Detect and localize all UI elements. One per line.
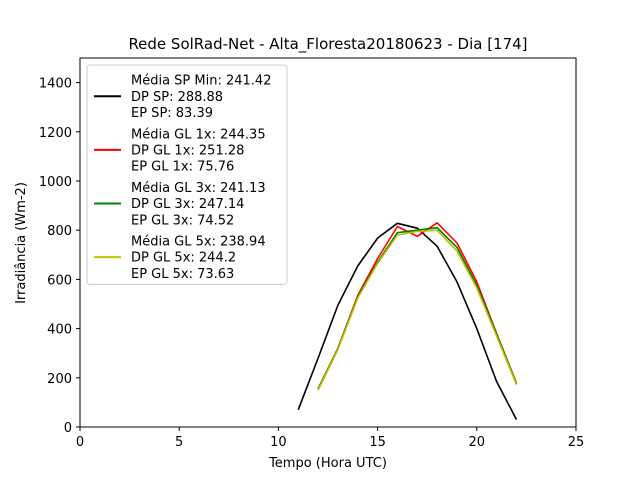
x-axis-label: Tempo (Hora UTC)	[268, 456, 387, 471]
chart-title: Rede SolRad-Net - Alta_Floresta20180623 …	[128, 35, 527, 54]
legend-entry-text: EP SP: 83.39	[131, 106, 213, 121]
legend-entry-text: DP GL 3x: 247.14	[131, 197, 244, 212]
series-line-gl-5x	[317, 229, 518, 391]
legend-entry-text: Média SP Min: 241.42	[131, 74, 271, 89]
legend-entry-text: EP GL 1x: 75.76	[131, 160, 234, 175]
y-tick-label: 1400	[39, 77, 72, 92]
legend-entry-text: Média GL 1x: 244.35	[131, 127, 266, 142]
y-tick-label: 200	[47, 372, 72, 387]
y-tick-label: 600	[47, 273, 72, 288]
x-tick-label: 10	[270, 435, 287, 450]
legend-entry-text: Média GL 5x: 238.94	[131, 235, 266, 250]
plot-frame	[79, 57, 577, 428]
x-tick-label: 25	[568, 435, 585, 450]
legend-entry-text: DP GL 1x: 251.28	[131, 144, 244, 159]
series-line-gl-1x	[317, 222, 518, 390]
x-tick-label: 20	[469, 435, 486, 450]
legend-entry-text: Média GL 3x: 241.13	[131, 181, 266, 196]
y-tick-label: 800	[47, 224, 72, 239]
series-lines	[297, 222, 518, 420]
y-tick-label: 0	[64, 421, 72, 436]
x-tick-label: 5	[175, 435, 183, 450]
series-line-sp	[297, 222, 518, 420]
y-tick-label: 400	[47, 323, 72, 338]
legend-entry-text: EP GL 5x: 73.63	[131, 267, 234, 282]
legend-entry-text: DP SP: 288.88	[131, 90, 223, 105]
axes: 0 5 10 15 20 25 0 200 400 600 800 1000 1200 1400	[39, 57, 585, 450]
y-axis-label: Irradiância (Wm-2)	[14, 182, 29, 304]
x-tick-label: 0	[76, 435, 84, 450]
y-tick-label: 1200	[39, 126, 72, 141]
x-tick-label: 15	[369, 435, 386, 450]
legend-box	[86, 64, 288, 285]
legend-entry-text: EP GL 3x: 74.52	[131, 213, 234, 228]
legend-entry-text: DP GL 5x: 244.2	[131, 251, 236, 266]
y-tick-label: 1000	[39, 175, 72, 190]
series-line-gl-3x	[317, 226, 518, 390]
